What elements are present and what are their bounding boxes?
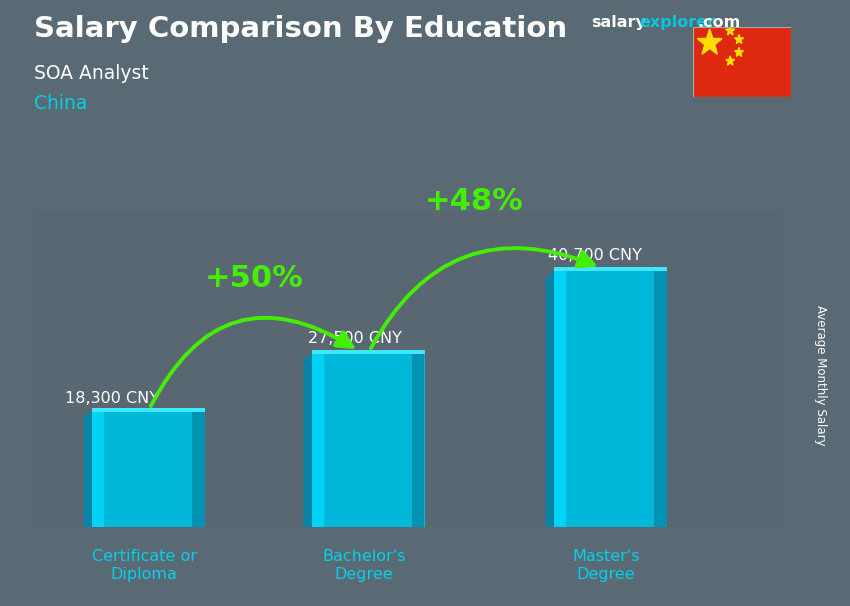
Bar [411,354,424,527]
Bar [554,267,666,271]
Text: +48%: +48% [425,187,524,216]
Bar [92,412,205,527]
Text: 18,300 CNY: 18,300 CNY [65,391,159,405]
Bar [312,350,424,354]
Text: Salary Comparison By Education: Salary Comparison By Education [34,15,567,43]
Polygon shape [303,354,312,527]
Bar [92,412,104,527]
Text: +50%: +50% [205,264,303,293]
Text: explorer: explorer [639,15,716,30]
Bar [312,354,424,527]
Bar [192,412,205,527]
Polygon shape [83,412,92,527]
Text: .com: .com [697,15,740,30]
Polygon shape [546,271,554,527]
Bar [92,408,205,412]
Bar [654,271,666,527]
Bar [554,271,566,527]
Text: SOA Analyst: SOA Analyst [34,64,149,82]
Text: salary: salary [591,15,646,30]
Text: 40,700 CNY: 40,700 CNY [548,248,642,263]
Polygon shape [726,25,734,35]
Bar [554,271,666,527]
Text: China: China [34,94,88,113]
Polygon shape [726,56,734,65]
Bar [312,354,324,527]
Polygon shape [734,35,744,44]
Text: 27,500 CNY: 27,500 CNY [309,331,402,346]
Polygon shape [734,47,744,56]
Text: Average Monthly Salary: Average Monthly Salary [813,305,827,446]
Polygon shape [697,29,722,54]
